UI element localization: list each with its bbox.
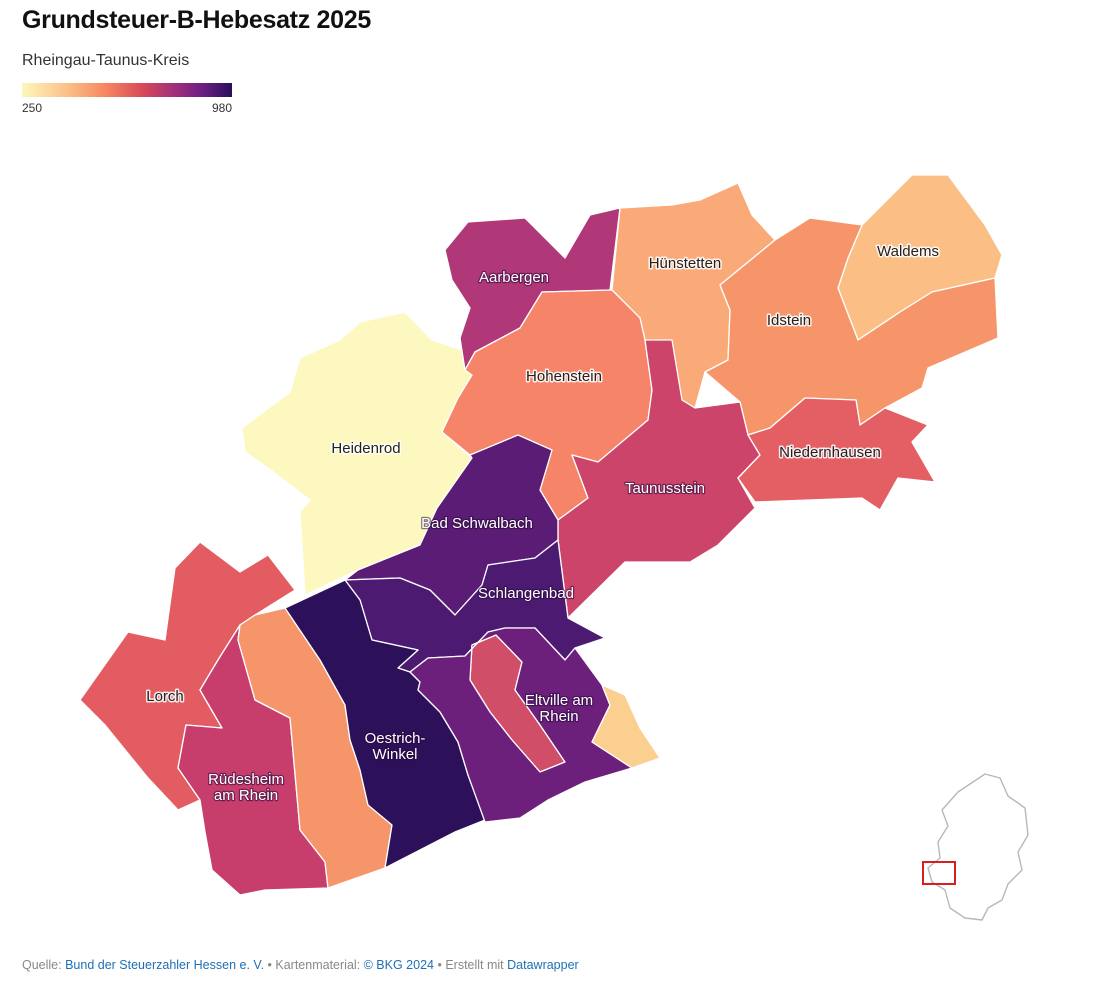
legend-max-label: 980: [211, 101, 232, 115]
region-label-line: Rüdesheim: [208, 771, 284, 788]
map-credit-prefix: • Kartenmaterial:: [264, 958, 364, 972]
region-niedernhausen[interactable]: [737, 397, 936, 511]
region-label-line: Rhein: [539, 708, 578, 725]
source-prefix: Quelle:: [22, 958, 66, 972]
region-label-line: Hünstetten: [649, 255, 722, 272]
region-label-lorch: Lorch: [146, 688, 184, 705]
region-label-line: Taunusstein: [625, 480, 705, 497]
map-subtitle: Rheingau-Taunus-Kreis: [22, 52, 190, 69]
region-label-waldems: Waldems: [877, 243, 939, 260]
region-walluf[interactable]: [591, 684, 661, 769]
region-label-line: Idstein: [767, 312, 811, 329]
color-legend: 250 980: [22, 83, 232, 117]
region-label-line: Eltville am: [525, 692, 593, 709]
region-label-idstein: Idstein: [767, 312, 811, 329]
map-title: Grundsteuer-B-Hebesatz 2025: [22, 6, 371, 34]
region-taunusstein[interactable]: [557, 339, 761, 619]
hessen-outline: [927, 773, 1029, 921]
region-label-heidenrod: Heidenrod: [331, 440, 400, 457]
region-label-line: Waldems: [877, 243, 939, 260]
region-label-line: Hohenstein: [526, 368, 602, 385]
region-label-huenstetten: Hünstetten: [649, 255, 722, 272]
region-label-niedernhausen: Niedernhausen: [779, 444, 881, 461]
locator-highlight-box: [922, 861, 956, 885]
region-label-line: Lorch: [146, 688, 184, 705]
region-label-line: Winkel: [372, 746, 417, 763]
region-label-line: am Rhein: [214, 787, 278, 804]
region-label-ruedesheim: Rüdesheim am Rhein: [208, 771, 284, 804]
footer-credits: Quelle: Bund der Steuerzahler Hessen e. …: [22, 958, 579, 972]
region-label-line: Bad Schwalbach: [421, 515, 533, 532]
region-idstein[interactable]: [704, 217, 999, 436]
made-with-prefix: • Erstellt mit: [434, 958, 508, 972]
region-label-line: Schlangenbad: [478, 585, 574, 602]
region-label-hohenstein: Hohenstein: [526, 368, 602, 385]
region-label-taunusstein: Taunusstein: [625, 480, 705, 497]
region-label-line: Oestrich-: [365, 730, 426, 747]
legend-min-label: 250: [22, 101, 43, 115]
region-label-line: Niedernhausen: [779, 444, 881, 461]
legend-gradient-bar: [22, 83, 232, 97]
region-label-schlangenbad: Schlangenbad: [478, 585, 574, 602]
source-link[interactable]: Bund der Steuerzahler Hessen e. V.: [65, 958, 265, 972]
region-label-bad-schwalbach: Bad Schwalbach: [421, 515, 533, 532]
map-credit-link[interactable]: © BKG 2024: [363, 958, 434, 972]
region-label-line: Heidenrod: [331, 440, 400, 457]
region-label-oestrich-winkel: Oestrich-Winkel: [365, 730, 426, 763]
region-label-line: Aarbergen: [479, 269, 549, 286]
region-label-eltville: Eltville am Rhein: [525, 692, 593, 725]
region-label-aarbergen: Aarbergen: [479, 269, 549, 286]
datawrapper-link[interactable]: Datawrapper: [507, 958, 579, 972]
hessen-locator-inset: [922, 773, 1029, 921]
